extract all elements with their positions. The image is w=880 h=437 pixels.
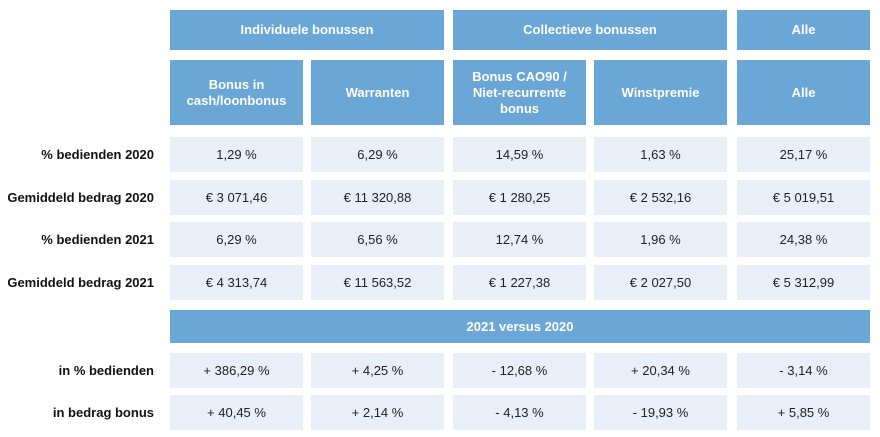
data-cell: 1,96 % bbox=[594, 222, 727, 257]
data-cell: + 2,14 % bbox=[311, 395, 444, 430]
column-header: Bonus CAO90 / Niet-recurrente bonus bbox=[453, 60, 586, 125]
data-cell: 25,17 % bbox=[737, 137, 870, 172]
row-label: % bedienden 2021 bbox=[41, 231, 154, 247]
data-cell: 1,29 % bbox=[170, 137, 303, 172]
data-cell: € 11 320,88 bbox=[311, 180, 444, 215]
row-label: in % bedienden bbox=[58, 362, 154, 378]
data-cell: € 1 227,38 bbox=[453, 265, 586, 300]
data-cell: 24,38 % bbox=[737, 222, 870, 257]
data-cell: + 40,45 % bbox=[170, 395, 303, 430]
group-header: Collectieve bonussen bbox=[453, 10, 727, 50]
data-cell: 14,59 % bbox=[453, 137, 586, 172]
column-header: Alle bbox=[737, 60, 870, 125]
row-label: Gemiddeld bedrag 2020 bbox=[7, 189, 154, 205]
data-cell: € 11 563,52 bbox=[311, 265, 444, 300]
data-cell: + 20,34 % bbox=[594, 353, 727, 388]
data-cell: 6,56 % bbox=[311, 222, 444, 257]
data-cell: + 386,29 % bbox=[170, 353, 303, 388]
data-cell: 6,29 % bbox=[311, 137, 444, 172]
column-header: Warranten bbox=[311, 60, 444, 125]
data-cell: 12,74 % bbox=[453, 222, 586, 257]
row-label: % bedienden 2020 bbox=[41, 146, 154, 162]
row-label: in bedrag bonus bbox=[52, 404, 154, 420]
data-cell: € 5 312,99 bbox=[737, 265, 870, 300]
column-header: Bonus in cash/loonbonus bbox=[170, 60, 303, 125]
data-cell: 1,63 % bbox=[594, 137, 727, 172]
data-cell: + 5,85 % bbox=[737, 395, 870, 430]
data-cell: € 2 532,16 bbox=[594, 180, 727, 215]
data-cell: € 2 027,50 bbox=[594, 265, 727, 300]
data-cell: - 4,13 % bbox=[453, 395, 586, 430]
column-header: Winstpremie bbox=[594, 60, 727, 125]
data-cell: € 1 280,25 bbox=[453, 180, 586, 215]
section-header: 2021 versus 2020 bbox=[170, 310, 870, 343]
data-cell: - 3,14 % bbox=[737, 353, 870, 388]
data-cell: 6,29 % bbox=[170, 222, 303, 257]
data-cell: € 3 071,46 bbox=[170, 180, 303, 215]
data-cell: + 4,25 % bbox=[311, 353, 444, 388]
group-header: Alle bbox=[737, 10, 870, 50]
group-header: Individuele bonussen bbox=[170, 10, 444, 50]
data-cell: - 12,68 % bbox=[453, 353, 586, 388]
data-cell: € 4 313,74 bbox=[170, 265, 303, 300]
row-label: Gemiddeld bedrag 2021 bbox=[7, 274, 154, 290]
data-cell: - 19,93 % bbox=[594, 395, 727, 430]
data-cell: € 5 019,51 bbox=[737, 180, 870, 215]
